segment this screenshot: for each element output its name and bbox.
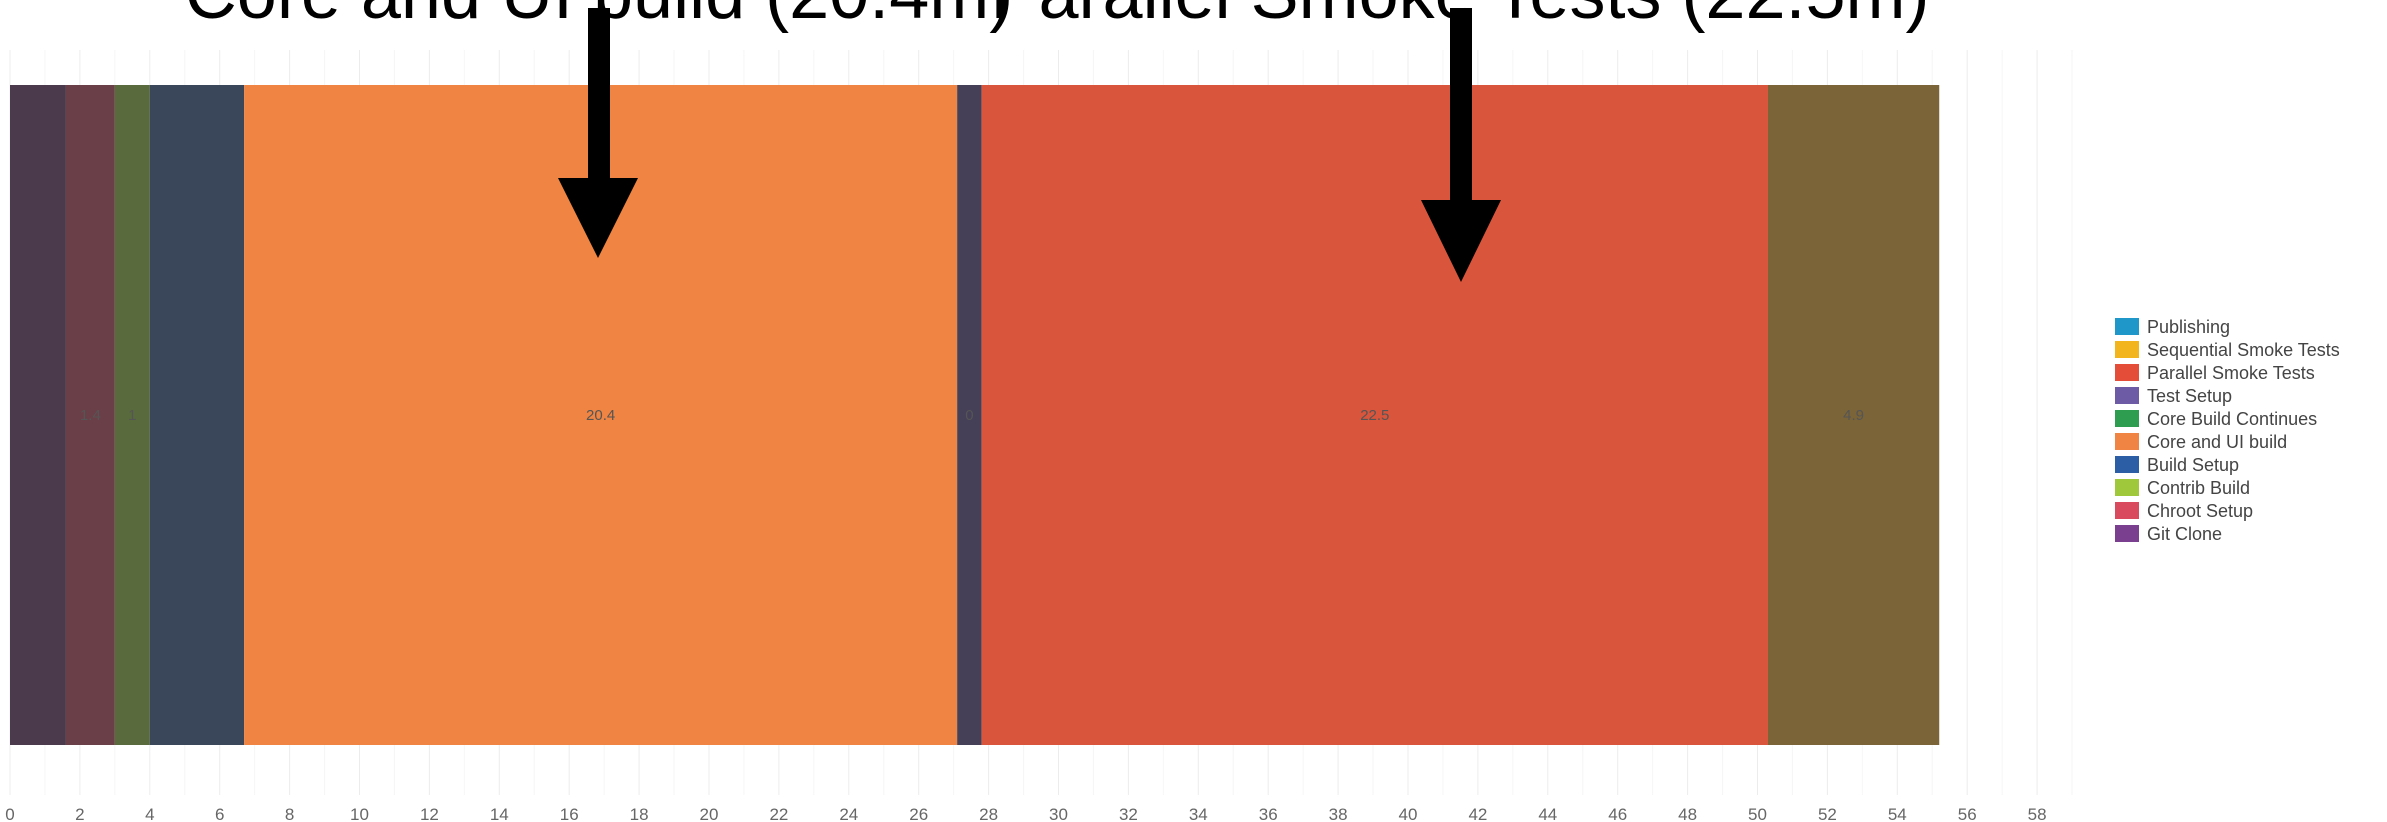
arrow-down-icon bbox=[558, 8, 638, 258]
bar-segment bbox=[114, 85, 150, 745]
legend-swatch bbox=[2115, 433, 2139, 450]
legend-swatch bbox=[2115, 341, 2139, 358]
legend-label: Contrib Build bbox=[2147, 478, 2250, 498]
legend-item[interactable]: Publishing bbox=[2115, 317, 2230, 337]
x-tick-label: 48 bbox=[1678, 805, 1697, 822]
segment-value-label: 1 bbox=[128, 407, 136, 424]
x-tick-label: 12 bbox=[420, 805, 439, 822]
legend-label: Git Clone bbox=[2147, 524, 2222, 544]
legend-label: Core Build Continues bbox=[2147, 409, 2317, 429]
x-tick-label: 8 bbox=[285, 805, 294, 822]
segment-value-label: 1.4 bbox=[80, 407, 101, 424]
x-tick-label: 32 bbox=[1119, 805, 1138, 822]
legend-swatch bbox=[2115, 364, 2139, 381]
x-tick-label: 20 bbox=[700, 805, 719, 822]
legend-item[interactable]: Parallel Smoke Tests bbox=[2115, 363, 2315, 383]
x-tick-label: 58 bbox=[2028, 805, 2047, 822]
legend-swatch bbox=[2115, 525, 2139, 542]
x-tick-label: 38 bbox=[1329, 805, 1348, 822]
legend-swatch bbox=[2115, 479, 2139, 496]
segment-labels: 1.4 1 20.4 0 22.5 4.9 bbox=[80, 407, 1864, 424]
x-tick-label: 34 bbox=[1189, 805, 1208, 822]
x-tick-label: 56 bbox=[1958, 805, 1977, 822]
segment-value-label: 0 bbox=[965, 407, 973, 424]
legend: Publishing Sequential Smoke Tests Parallel… bbox=[2115, 317, 2340, 544]
legend-item[interactable]: Core Build Continues bbox=[2115, 409, 2317, 429]
x-tick-label: 4 bbox=[145, 805, 154, 822]
legend-item[interactable]: Sequential Smoke Tests bbox=[2115, 340, 2340, 360]
x-tick-label: 28 bbox=[979, 805, 998, 822]
x-tick-label: 18 bbox=[630, 805, 649, 822]
legend-swatch bbox=[2115, 502, 2139, 519]
legend-label: Parallel Smoke Tests bbox=[2147, 363, 2315, 383]
legend-swatch bbox=[2115, 456, 2139, 473]
legend-item[interactable]: Chroot Setup bbox=[2115, 501, 2253, 521]
x-tick-label: 16 bbox=[560, 805, 579, 822]
x-tick-label: 36 bbox=[1259, 805, 1278, 822]
legend-item[interactable]: Build Setup bbox=[2115, 455, 2239, 475]
bar-segment bbox=[1767, 85, 1940, 745]
bar-segment bbox=[10, 85, 66, 745]
x-tick-label: 24 bbox=[839, 805, 858, 822]
segment-value-label: 4.9 bbox=[1843, 407, 1864, 424]
x-tick-label: 2 bbox=[75, 805, 84, 822]
x-tick-label: 40 bbox=[1399, 805, 1418, 822]
x-tick-label: 54 bbox=[1888, 805, 1907, 822]
x-tick-label: 30 bbox=[1049, 805, 1068, 822]
segment-value-label: 20.4 bbox=[586, 407, 615, 424]
legend-item[interactable]: Git Clone bbox=[2115, 524, 2222, 544]
bar-segment bbox=[149, 85, 245, 745]
stacked-bar bbox=[10, 85, 1940, 745]
legend-swatch bbox=[2115, 387, 2139, 404]
segment-value-label: 22.5 bbox=[1360, 407, 1389, 424]
legend-label: Publishing bbox=[2147, 317, 2230, 337]
x-tick-label: 50 bbox=[1748, 805, 1767, 822]
arrow-down-icon bbox=[1421, 8, 1501, 282]
legend-swatch bbox=[2115, 318, 2139, 335]
legend-swatch bbox=[2115, 410, 2139, 427]
legend-label: Chroot Setup bbox=[2147, 501, 2253, 521]
x-tick-label: 52 bbox=[1818, 805, 1837, 822]
x-tick-label: 22 bbox=[769, 805, 788, 822]
legend-label: Test Setup bbox=[2147, 386, 2232, 406]
legend-item[interactable]: Contrib Build bbox=[2115, 478, 2250, 498]
x-tick-label: 0 bbox=[5, 805, 14, 822]
x-tick-label: 10 bbox=[350, 805, 369, 822]
legend-label: Sequential Smoke Tests bbox=[2147, 340, 2340, 360]
x-tick-label: 26 bbox=[909, 805, 928, 822]
x-tick-label: 44 bbox=[1538, 805, 1557, 822]
legend-label: Core and UI build bbox=[2147, 432, 2287, 452]
x-tick-label: 6 bbox=[215, 805, 224, 822]
x-axis-ticks: 0 2 4 6 8 10 12 14 16 18 20 22 24 26 28 30 32 34 36 38 40 42 4… bbox=[5, 805, 2046, 822]
legend-label: Build Setup bbox=[2147, 455, 2239, 475]
x-tick-label: 46 bbox=[1608, 805, 1627, 822]
x-tick-label: 14 bbox=[490, 805, 509, 822]
bar-segment bbox=[65, 85, 115, 745]
bar-segment bbox=[981, 85, 1768, 745]
bar-segment bbox=[957, 85, 982, 745]
legend-item[interactable]: Test Setup bbox=[2115, 386, 2232, 406]
legend-item[interactable]: Core and UI build bbox=[2115, 432, 2287, 452]
x-tick-label: 42 bbox=[1468, 805, 1487, 822]
